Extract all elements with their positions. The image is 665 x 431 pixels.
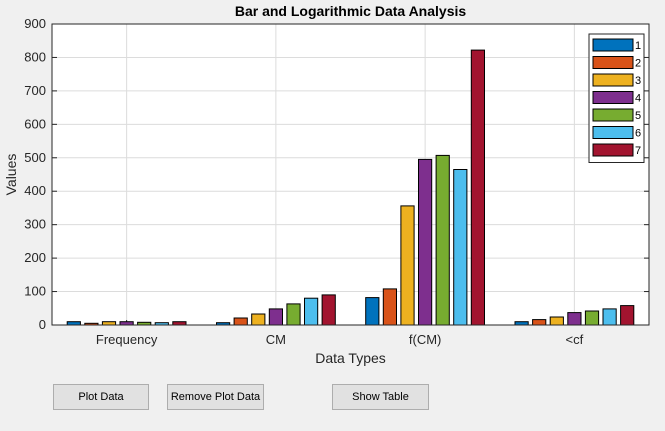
bar-series-7-3 xyxy=(620,305,635,326)
legend-label: 3 xyxy=(635,75,641,87)
bar-series-4-3 xyxy=(567,312,582,326)
x-tick-label: CM xyxy=(266,332,286,347)
legend-label: 1 xyxy=(635,40,641,52)
bar-series-6-3 xyxy=(602,308,617,326)
bar-series-2-1 xyxy=(233,317,248,326)
legend-label: 7 xyxy=(635,145,641,157)
bar-chart: 0 100 200 300 400 500 600 700 800 900 Frequency CM f… xyxy=(3,3,650,366)
remove-plot-data-button[interactable]: Remove Plot Data xyxy=(167,384,264,410)
legend-label: 5 xyxy=(635,110,641,122)
bar-series-7-1 xyxy=(321,294,336,326)
y-tick-label: 0 xyxy=(39,317,46,332)
y-axis-label: Values xyxy=(3,154,19,196)
show-table-button[interactable]: Show Table xyxy=(332,384,429,410)
bar-series-2-2 xyxy=(382,288,397,326)
y-tick-label: 400 xyxy=(24,183,46,198)
x-tick-label: Frequency xyxy=(96,332,158,347)
legend-swatch-2 xyxy=(592,56,634,69)
bar-series-7-2 xyxy=(470,49,485,326)
bar-series-3-3 xyxy=(549,316,564,326)
bar-series-5-3 xyxy=(584,310,600,326)
legend-swatch-7 xyxy=(592,143,634,157)
bar-series-4-2 xyxy=(418,158,433,326)
bar-series-1-2 xyxy=(365,297,380,326)
y-tick-label: 500 xyxy=(24,150,46,165)
bar-series-4-1 xyxy=(268,308,283,326)
legend-swatch-5 xyxy=(592,108,634,122)
legend-label: 2 xyxy=(635,58,641,70)
x-tick-label: f(CM) xyxy=(409,332,442,347)
y-tick-label: 200 xyxy=(24,250,46,265)
legend-swatch-6 xyxy=(592,126,634,139)
x-tick-label: <cf xyxy=(566,332,584,347)
legend-label: 6 xyxy=(635,128,641,140)
legend-label: 4 xyxy=(635,93,641,105)
y-tick-label: 100 xyxy=(24,284,46,299)
y-tick-label: 800 xyxy=(24,49,46,64)
plot-area xyxy=(52,24,649,325)
bar-series-2-3 xyxy=(532,319,547,326)
bar-series-3-1 xyxy=(251,313,266,326)
bar-series-5-2 xyxy=(435,154,450,326)
legend-swatch-3 xyxy=(592,73,634,87)
legend-swatch-1 xyxy=(592,38,634,52)
y-tick-label: 900 xyxy=(24,16,46,31)
axes-box xyxy=(51,23,650,326)
chart-title: Bar and Logarithmic Data Analysis xyxy=(235,3,467,19)
bar-series-6-1 xyxy=(304,297,319,326)
bar-series-3-2 xyxy=(400,205,415,326)
bar-series-6-2 xyxy=(453,169,468,326)
y-tick-label: 700 xyxy=(24,83,46,98)
legend-swatch-4 xyxy=(592,91,634,104)
bar-series-5-1 xyxy=(286,303,301,326)
plot-data-button[interactable]: Plot Data xyxy=(53,384,149,410)
y-tick-label: 600 xyxy=(24,116,46,131)
y-tick-label: 300 xyxy=(24,217,46,232)
x-axis-label: Data Types xyxy=(315,350,386,366)
